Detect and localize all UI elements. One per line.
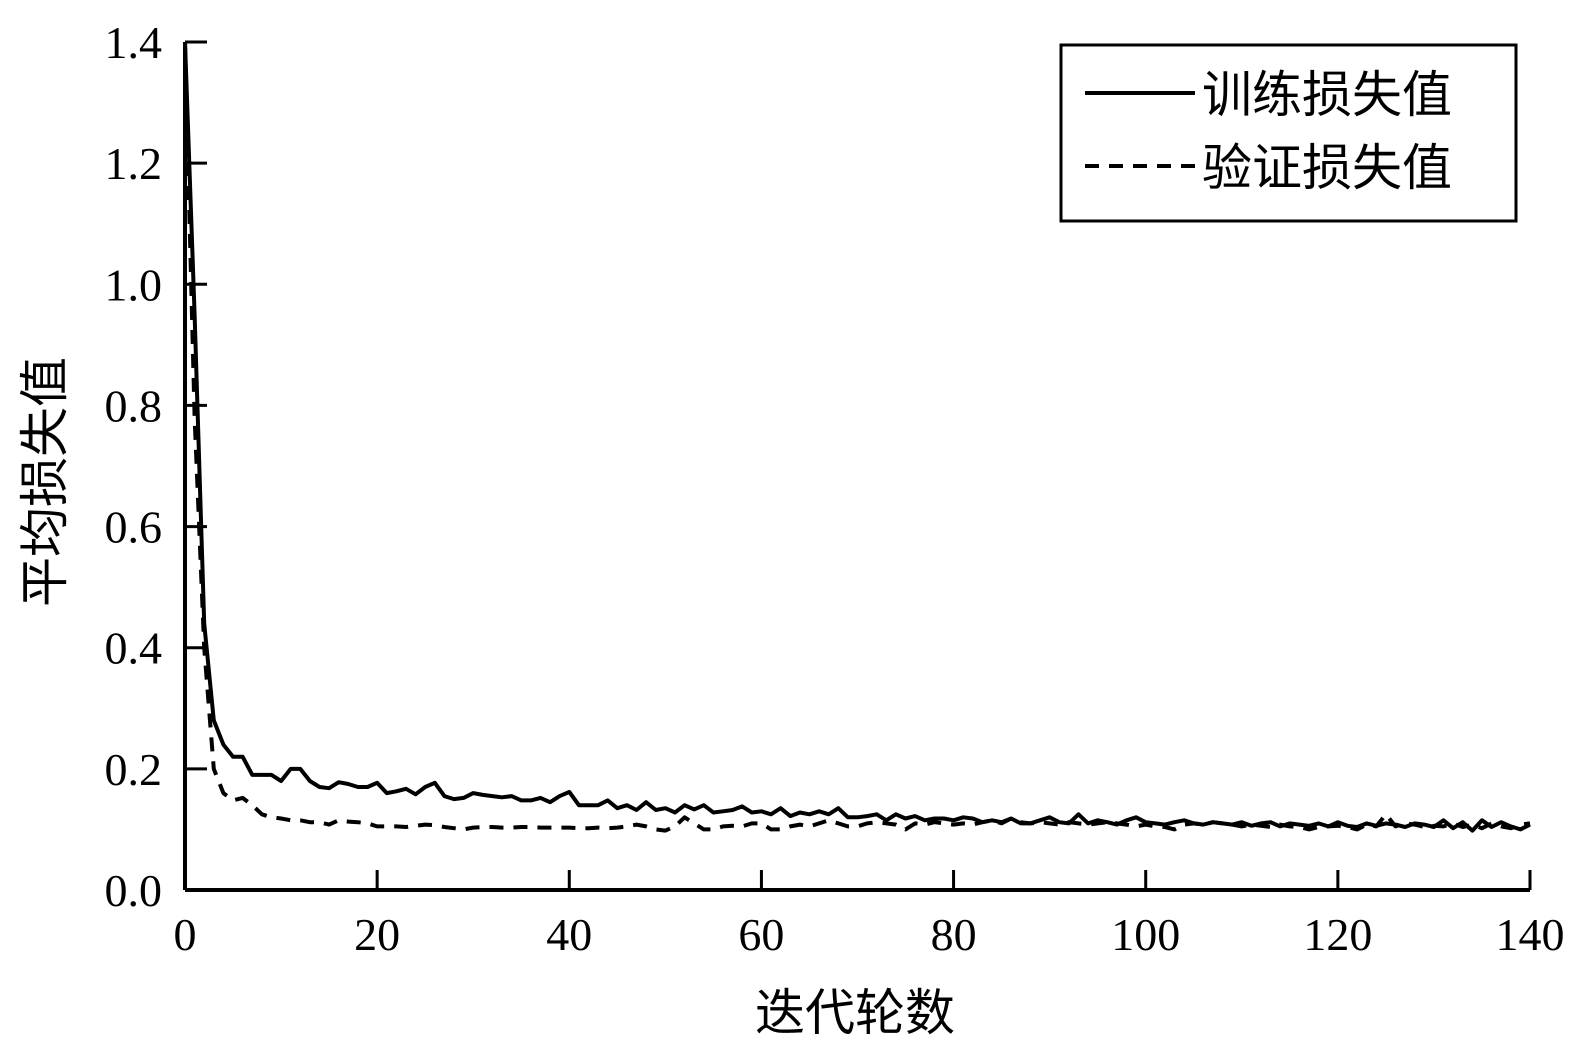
x-axis-label: 迭代轮数 bbox=[755, 985, 955, 1041]
y-tick-label: 0.4 bbox=[105, 623, 163, 674]
y-tick-label: 1.4 bbox=[105, 17, 163, 68]
x-tick-label: 120 bbox=[1303, 909, 1372, 960]
series-lines bbox=[183, 41, 1531, 833]
axes bbox=[183, 42, 1530, 892]
legend-box bbox=[1059, 43, 1518, 223]
x-tick-label: 140 bbox=[1496, 909, 1565, 960]
series-line-train bbox=[183, 41, 1531, 833]
x-tick-label: 80 bbox=[931, 909, 977, 960]
ticks: 0 20 40 60 80 100 120 140 0.0 0.2 0.4 0.6 0.8 1.0 1.2 1… bbox=[105, 17, 1565, 960]
legend: 训练损失值 验证损失值 bbox=[1059, 43, 1518, 223]
y-tick-label: 0.8 bbox=[105, 380, 163, 431]
y-tick-label: 0.2 bbox=[105, 744, 163, 795]
x-tick-label: 0 bbox=[174, 909, 197, 960]
y-axis-label: 平均损失值 bbox=[17, 357, 73, 607]
legend-label-val: 验证损失值 bbox=[1202, 140, 1452, 196]
y-tick-label: 1.2 bbox=[105, 138, 163, 189]
x-tick-label: 60 bbox=[738, 909, 784, 960]
x-tick-label: 20 bbox=[354, 909, 400, 960]
x-tick-label: 40 bbox=[546, 909, 592, 960]
y-tick-label: 1.0 bbox=[105, 259, 163, 310]
series-line-validation bbox=[183, 41, 1531, 833]
legend-label-train: 训练损失值 bbox=[1202, 67, 1452, 123]
x-tick-label: 100 bbox=[1111, 909, 1180, 960]
y-tick-label: 0.6 bbox=[105, 502, 163, 553]
y-tick-label: 0.0 bbox=[105, 865, 163, 916]
